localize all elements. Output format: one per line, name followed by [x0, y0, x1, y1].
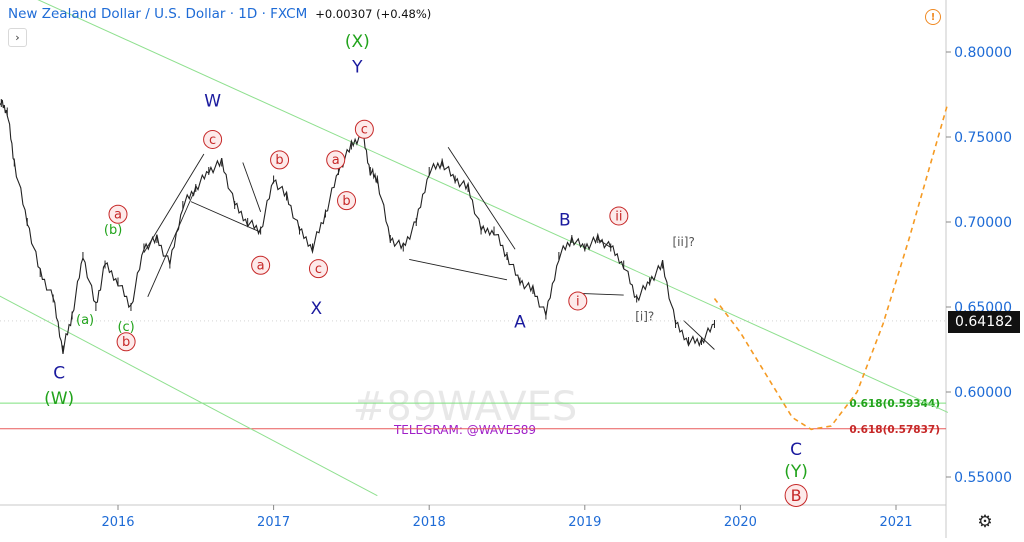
trend-line-flat-wx	[191, 202, 261, 233]
wave-label: (Y)	[784, 462, 808, 482]
wave-label: A	[514, 312, 526, 332]
x-tick-label: 2019	[568, 515, 601, 530]
wave-label: [ii]?	[672, 235, 694, 249]
last-price-badge: 0.64182	[948, 311, 1020, 333]
trend-line-flat-i	[580, 293, 624, 295]
wave-label: b	[122, 335, 130, 350]
trend-line-base-xa	[409, 259, 507, 279]
wave-label: (X)	[345, 32, 370, 52]
x-tick-label: 2018	[413, 515, 446, 530]
wave-label: B	[559, 210, 571, 230]
trend-line-wedge-w	[243, 163, 261, 212]
wave-label: a	[114, 208, 122, 223]
wave-label: (a)	[76, 313, 94, 328]
gear-icon[interactable]: ⚙	[975, 512, 995, 532]
wave-label: a	[257, 259, 265, 274]
wave-label: (b)	[104, 223, 122, 238]
wave-label: W	[204, 91, 221, 111]
y-tick-label: 0.75000	[954, 130, 1012, 146]
wave-label: b	[342, 194, 350, 209]
wave-label: c	[361, 123, 368, 138]
telegram-label: TELEGRAM: @WAVES89	[393, 423, 536, 437]
wave-label: (W)	[44, 389, 74, 409]
price-change: +0.00307 (+0.48%)	[315, 7, 431, 21]
wave-label: c	[209, 133, 216, 148]
x-tick-label: 2021	[879, 515, 912, 530]
trend-line-wedge-2018	[448, 147, 515, 249]
wave-label: C	[790, 440, 802, 460]
fib-level-label: 0.618(0.57837)	[849, 424, 940, 436]
wave-label: ii	[615, 209, 622, 224]
wave-label: i	[576, 294, 580, 309]
wave-label: a	[332, 153, 340, 168]
wave-label: Y	[351, 57, 363, 77]
wave-label: c	[315, 262, 322, 277]
wave-label: b	[275, 153, 283, 168]
y-tick-label: 0.80000	[954, 45, 1012, 61]
chart-header: New Zealand Dollar / U.S. Dollar · 1D · …	[8, 6, 431, 26]
projection-path	[714, 103, 947, 429]
x-tick-label: 2017	[257, 515, 290, 530]
wave-label: B	[791, 486, 802, 505]
y-tick-label: 0.55000	[954, 470, 1012, 486]
x-tick-label: 2016	[101, 515, 134, 530]
x-tick-label: 2020	[724, 515, 757, 530]
y-tick-label: 0.60000	[954, 385, 1012, 401]
alert-icon[interactable]: !	[925, 9, 941, 25]
y-tick-label: 0.70000	[954, 215, 1012, 231]
wave-label: C	[53, 363, 65, 383]
symbol-title[interactable]: New Zealand Dollar / U.S. Dollar · 1D · …	[8, 6, 307, 22]
fib-level-label: 0.618(0.59344)	[849, 398, 940, 410]
wave-label: [i]?	[635, 310, 654, 324]
wave-label: X	[311, 299, 323, 319]
expand-button[interactable]: ›	[8, 28, 27, 47]
